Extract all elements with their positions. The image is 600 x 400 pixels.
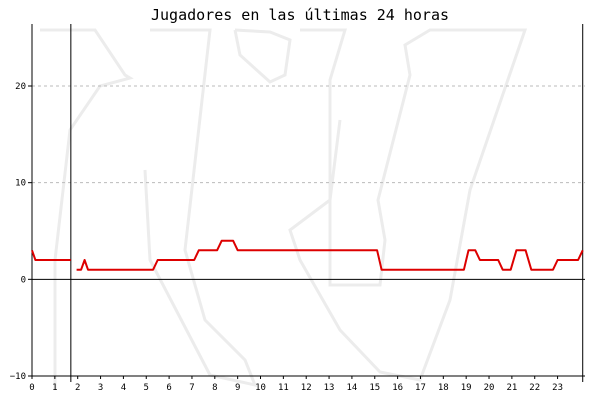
x-tick-label: 21 [506,383,517,393]
grid [32,85,585,184]
x-tick-label: 3 [98,383,103,393]
watermark-shape [40,28,528,390]
x-tick-label: 14 [346,383,357,393]
x-tick-label: 19 [461,383,472,393]
x-tick-label: 13 [324,383,335,393]
x-tick-label: 17 [415,383,426,393]
x-tick-label: 7 [189,383,194,393]
watermark-logo [40,28,528,390]
x-tick-label: 2 [75,383,80,393]
x-tick-label: 1 [52,383,57,393]
x-tick-label: 4 [121,383,126,393]
x-tick-label: 18 [438,383,449,393]
y-tick-label: 10 [15,179,26,189]
x-tick-label: 22 [529,383,540,393]
series-line [76,239,584,271]
x-tick-label: 12 [301,383,312,393]
y-tick-label: 20 [15,82,26,92]
x-tick-label: 0 [29,383,34,393]
y-tick-label: 0 [21,275,26,285]
x-tick-label: 8 [212,383,217,393]
chart-title: Jugadores en las últimas 24 horas [151,6,449,24]
x-tick-label: 16 [392,383,403,393]
x-tick-label: 9 [235,383,240,393]
x-tick-label: 6 [166,383,171,393]
series-layer [31,239,584,271]
y-tick-label: −10 [10,372,26,382]
plot-frame [28,24,585,382]
x-tick-label: 23 [552,383,563,393]
x-tick-label: 11 [278,383,289,393]
x-tick-label: 10 [255,383,266,393]
x-tick-label: 15 [369,383,380,393]
x-tick-label: 20 [484,383,495,393]
series-line [31,249,71,261]
x-tick-label: 5 [144,383,149,393]
